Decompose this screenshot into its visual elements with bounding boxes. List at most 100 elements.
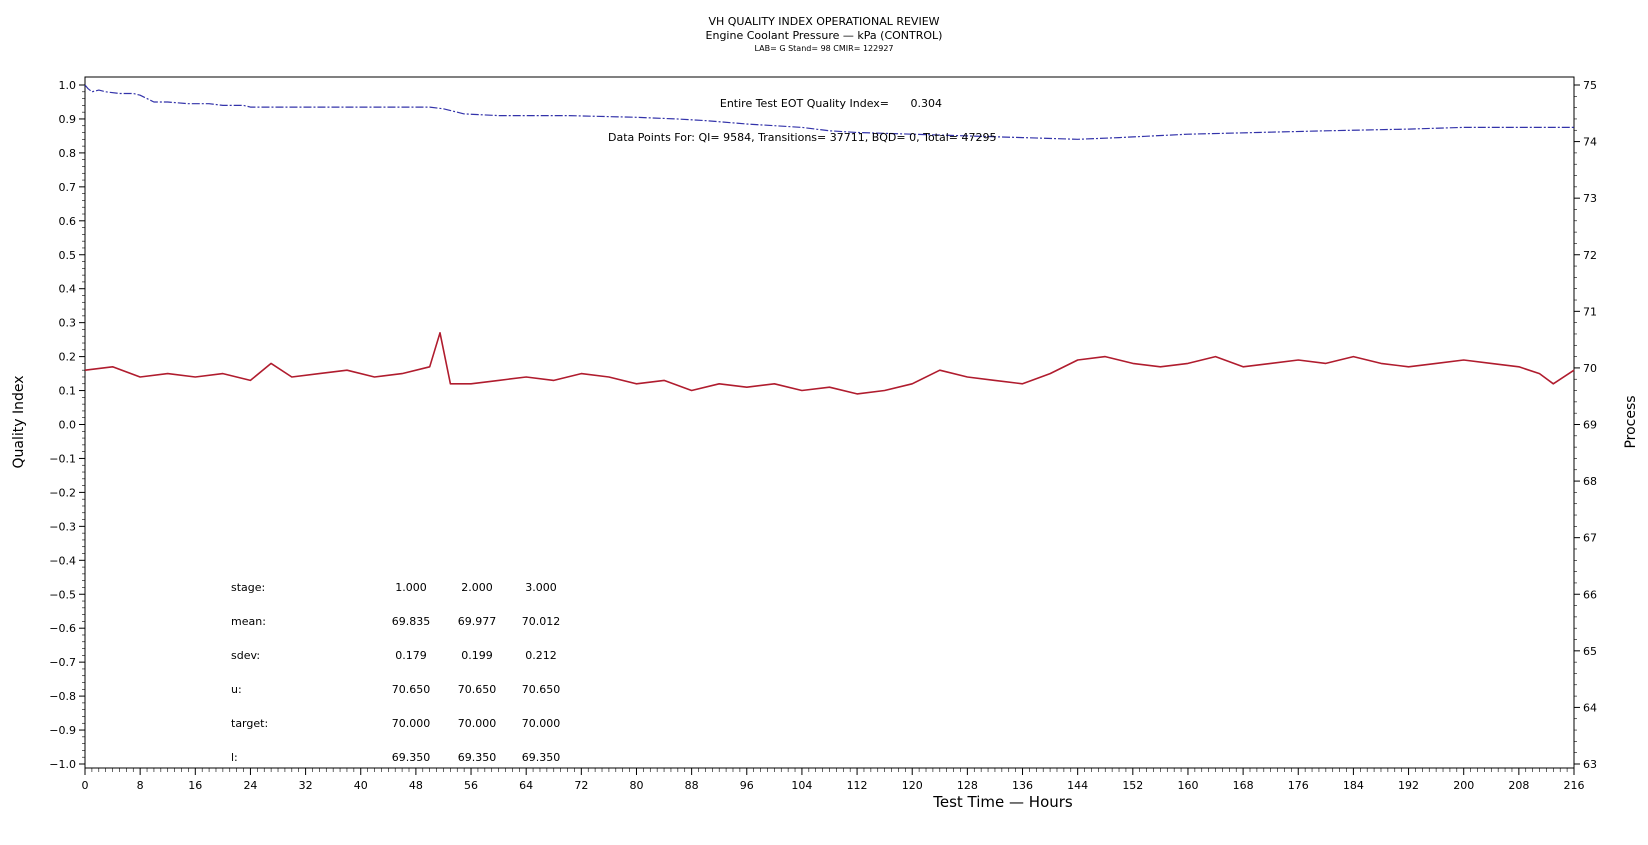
y-right-tick-label: 65 <box>1583 645 1597 658</box>
stats-row-label: target: <box>231 717 268 730</box>
series-line-eot-qi <box>84 84 1574 140</box>
y-left-tick-label: −1.0 <box>49 758 76 771</box>
stats-cell: 70.000 <box>392 717 431 730</box>
y-right-tick-label: 73 <box>1583 192 1597 205</box>
y-right-tick-label: 64 <box>1583 701 1597 714</box>
stats-cell: 70.650 <box>522 683 561 696</box>
y-left-tick-label: 0.1 <box>59 385 77 398</box>
x-axis-label: Test Time — Hours <box>932 793 1073 811</box>
y-left-tick-label: −0.4 <box>49 554 76 567</box>
eot-value: 0.304 <box>911 97 943 110</box>
x-tick-label: 160 <box>1177 779 1198 792</box>
y-right-tick-label: 70 <box>1583 362 1597 375</box>
y-left-tick-label: 0.5 <box>59 249 77 262</box>
x-tick-label: 152 <box>1122 779 1143 792</box>
y-right-tick-label: 67 <box>1583 532 1597 545</box>
y-left-tick-label: −0.1 <box>49 452 76 465</box>
y-left-tick-label: −0.2 <box>49 486 76 499</box>
stats-row-label: sdev: <box>231 649 260 662</box>
x-tick-label: 24 <box>243 779 257 792</box>
x-tick-label: 40 <box>354 779 368 792</box>
stats-cell: 0.199 <box>461 649 493 662</box>
x-tick-label: 16 <box>188 779 202 792</box>
x-tick-label: 80 <box>629 779 643 792</box>
x-axis: 0 8 16 24 32 40 48 56 64 72 80 88 96 104 112 120 128 136 1… <box>82 768 1585 792</box>
stats-cell: 1.000 <box>395 581 427 594</box>
y-left-tick-label: −0.8 <box>49 690 76 703</box>
y-left-tick-label: 0.9 <box>59 113 77 126</box>
stats-row-label: mean: <box>231 615 266 628</box>
y-right-tick-label: 63 <box>1583 758 1597 771</box>
x-tick-label: 0 <box>82 779 89 792</box>
x-tick-label: 56 <box>464 779 478 792</box>
chart-title: VH QUALITY INDEX OPERATIONAL REVIEW <box>708 15 940 28</box>
stats-cell: 70.650 <box>392 683 431 696</box>
y-right-tick-label: 66 <box>1583 588 1597 601</box>
stats-cell: 70.000 <box>458 717 497 730</box>
y-axis-left-label: Quality Index <box>11 375 27 468</box>
y-left-tick-label: 0.4 <box>59 283 77 296</box>
stats-cell: 69.350 <box>458 751 497 764</box>
stats-row-label: u: <box>231 683 242 696</box>
y-right-tick-label: 69 <box>1583 419 1597 432</box>
stats-cell: 70.000 <box>522 717 561 730</box>
x-tick-label: 192 <box>1398 779 1419 792</box>
x-tick-label: 32 <box>299 779 313 792</box>
x-tick-label: 72 <box>574 779 588 792</box>
x-tick-label: 168 <box>1233 779 1254 792</box>
x-tick-label: 120 <box>902 779 923 792</box>
stats-row-label: l: <box>231 751 238 764</box>
y-left-tick-label: 1.0 <box>59 79 77 92</box>
series-group <box>84 84 1575 395</box>
right-axis: 63 64 65 66 67 68 69 70 71 72 73 74 75 <box>1574 79 1597 771</box>
y-left-tick-label: 0.0 <box>59 419 77 432</box>
stats-cell: 70.012 <box>522 615 561 628</box>
data-points-text: Data Points For: QI= 9584, Transitions= … <box>608 131 997 144</box>
stats-cell: 69.835 <box>392 615 431 628</box>
left-axis: 1.0 0.9 0.8 0.7 0.6 0.5 0.4 0.3 0.2 0.1 0.0 −0.1 −0.… <box>49 79 85 771</box>
x-tick-label: 216 <box>1564 779 1585 792</box>
y-right-tick-label: 74 <box>1583 136 1597 149</box>
stats-cell: 2.000 <box>461 581 493 594</box>
y-left-tick-label: 0.8 <box>59 147 77 160</box>
x-tick-label: 200 <box>1453 779 1474 792</box>
y-right-tick-label: 68 <box>1583 475 1597 488</box>
chart-info-line: LAB= G Stand= 98 CMIR= 122927 <box>754 44 894 53</box>
y-left-tick-label: −0.7 <box>49 656 76 669</box>
x-tick-label: 96 <box>740 779 754 792</box>
x-tick-label: 64 <box>519 779 533 792</box>
x-tick-label: 88 <box>685 779 699 792</box>
series-line-qi <box>84 331 1575 395</box>
stats-cell: 3.000 <box>525 581 557 594</box>
x-tick-label: 128 <box>957 779 978 792</box>
y-right-tick-label: 72 <box>1583 249 1597 262</box>
y-left-tick-label: −0.6 <box>49 622 76 635</box>
x-tick-label: 144 <box>1067 779 1088 792</box>
x-tick-label: 184 <box>1343 779 1364 792</box>
stats-row-label: stage: <box>231 581 265 594</box>
x-tick-label: 104 <box>791 779 812 792</box>
eot-label: Entire Test EOT Quality Index= <box>720 97 889 110</box>
stats-cell: 0.212 <box>525 649 557 662</box>
plot-frame <box>84 76 1575 769</box>
x-tick-label: 176 <box>1288 779 1309 792</box>
stats-cell: 0.179 <box>395 649 427 662</box>
y-left-tick-label: −0.9 <box>49 724 76 737</box>
x-tick-label: 208 <box>1508 779 1529 792</box>
stats-cell: 69.350 <box>392 751 431 764</box>
x-tick-label: 8 <box>137 779 144 792</box>
stats-table: stage: 1.000 2.000 3.000 mean: 69.835 69.977 70… <box>231 581 560 764</box>
y-left-tick-label: 0.6 <box>59 215 77 228</box>
stats-cell: 69.977 <box>458 615 497 628</box>
x-tick-label: 136 <box>1012 779 1033 792</box>
stats-cell: 70.650 <box>458 683 497 696</box>
y-left-tick-label: 0.2 <box>59 351 77 364</box>
y-axis-right-label: Process <box>1623 395 1639 448</box>
y-right-tick-label: 75 <box>1583 79 1597 92</box>
x-tick-label: 48 <box>409 779 423 792</box>
y-left-tick-label: 0.3 <box>59 317 77 330</box>
chart-subtitle: Engine Coolant Pressure — kPa (CONTROL) <box>705 29 943 42</box>
y-right-tick-label: 71 <box>1583 305 1597 318</box>
stats-cell: 69.350 <box>522 751 561 764</box>
